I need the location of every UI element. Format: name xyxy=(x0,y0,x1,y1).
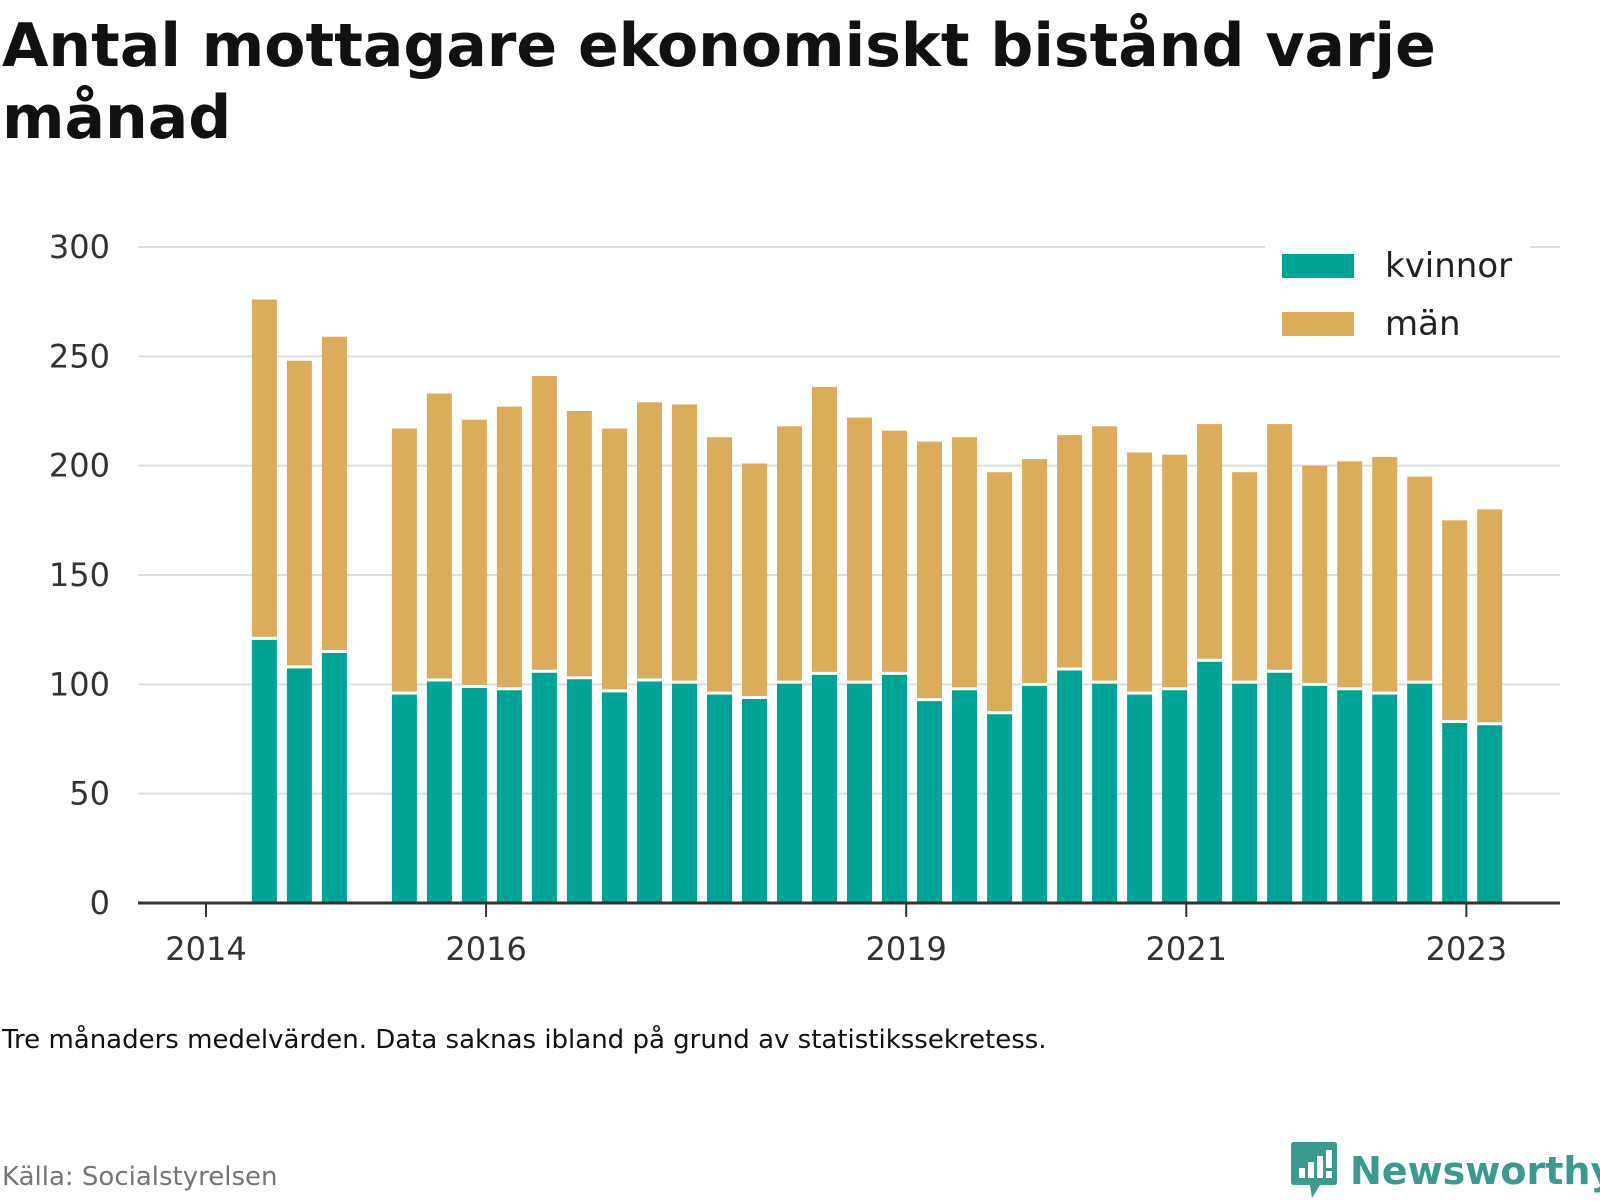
bar-man xyxy=(812,386,837,674)
brand-logo: Newsworthy xyxy=(1290,1140,1600,1202)
x-tick-label: 2023 xyxy=(1426,930,1507,968)
bar-kvinnor xyxy=(1407,682,1433,903)
bar-man xyxy=(391,428,417,694)
bar-kvinnor xyxy=(987,712,1013,903)
bar-man xyxy=(1477,509,1503,724)
bar-man xyxy=(1022,459,1048,685)
bar-kvinnor xyxy=(847,682,872,903)
bar-man xyxy=(1092,426,1118,683)
legend: kvinnor män xyxy=(1265,240,1530,355)
bar-kvinnor xyxy=(1477,723,1503,903)
newsworthy-icon xyxy=(1291,1142,1337,1198)
bar-kvinnor xyxy=(812,673,837,903)
brand-name: Newsworthy xyxy=(1350,1149,1600,1193)
bar-kvinnor xyxy=(1337,688,1363,903)
bar-kvinnor xyxy=(1267,671,1293,903)
bar-kvinnor xyxy=(1197,660,1223,903)
bar-kvinnor xyxy=(496,688,522,903)
bar-man xyxy=(882,430,907,674)
bar-man xyxy=(1302,465,1328,685)
bar-man xyxy=(1442,520,1468,722)
y-tick-label: 150 xyxy=(49,556,110,594)
bar-man xyxy=(637,402,662,680)
bar-kvinnor xyxy=(391,693,417,903)
axes: 0 50 100 150 200 250 300 2014 2016 2019 2021 2023 xyxy=(49,228,1560,968)
y-tick-label: 200 xyxy=(49,447,110,485)
bar-man xyxy=(1057,435,1083,670)
x-tick-label: 2016 xyxy=(445,930,526,968)
bar-man xyxy=(1232,472,1258,683)
bar-kvinnor xyxy=(742,697,767,903)
bar-man xyxy=(952,437,977,689)
bar-man xyxy=(1127,452,1153,693)
bar-man xyxy=(1267,424,1293,672)
bar-man xyxy=(321,336,347,652)
bar-man xyxy=(917,441,942,700)
bar-kvinnor xyxy=(672,682,697,903)
bar-man xyxy=(496,406,522,689)
bar-man xyxy=(531,376,557,672)
bar-man xyxy=(602,428,627,691)
bar-man xyxy=(707,437,732,693)
stacked-bar-chart: 0 50 100 150 200 250 300 2014 2016 2019 2021 2023 k… xyxy=(49,228,1560,968)
bar-kvinnor xyxy=(1162,688,1188,903)
bar-kvinnor xyxy=(426,680,452,903)
bar-kvinnor xyxy=(531,671,557,903)
y-tick-label: 0 xyxy=(90,884,110,922)
bar-kvinnor xyxy=(917,699,942,903)
bar-man xyxy=(566,411,592,678)
bar-man xyxy=(1337,461,1363,689)
bar-kvinnor xyxy=(1022,684,1048,903)
bar-kvinnor xyxy=(1127,693,1153,903)
chart-title: Antal mottagare ekonomiskt bistånd varje… xyxy=(2,11,1436,153)
x-tick-label: 2014 xyxy=(165,930,246,968)
bar-kvinnor xyxy=(251,638,277,903)
bar-man xyxy=(1197,424,1223,661)
footnote: Tre månaders medelvärden. Data saknas ib… xyxy=(2,1025,1047,1055)
bar-man xyxy=(251,299,277,639)
bar-kvinnor xyxy=(777,682,802,903)
bar-kvinnor xyxy=(1057,669,1083,903)
bar-kvinnor xyxy=(882,673,907,903)
legend-swatch-man xyxy=(1282,312,1354,336)
bar-man xyxy=(286,360,312,667)
bar-kvinnor xyxy=(1232,682,1258,903)
y-tick-label: 300 xyxy=(49,228,110,266)
bar-man xyxy=(987,472,1013,713)
bar-kvinnor xyxy=(707,693,732,903)
bar-kvinnor xyxy=(286,666,312,903)
bar-kvinnor xyxy=(1302,684,1328,903)
bar-man xyxy=(847,417,872,683)
bar-kvinnor xyxy=(566,677,592,903)
bar-man xyxy=(461,419,487,687)
bar-kvinnor xyxy=(1372,693,1398,903)
bar-kvinnor xyxy=(1092,682,1118,903)
bar-man xyxy=(777,426,802,683)
y-tick-label: 50 xyxy=(69,775,110,813)
bar-man xyxy=(426,393,452,680)
x-tick-label: 2021 xyxy=(1146,930,1227,968)
bar-kvinnor xyxy=(321,651,347,903)
bar-kvinnor xyxy=(952,688,977,903)
source-label: Källa: Socialstyrelsen xyxy=(2,1162,278,1192)
bar-man xyxy=(1407,476,1433,683)
bar-kvinnor xyxy=(602,690,627,903)
legend-swatch-kvinnor xyxy=(1282,254,1354,278)
y-tick-label: 250 xyxy=(49,337,110,375)
x-tick-label: 2019 xyxy=(865,930,946,968)
bar-kvinnor xyxy=(637,680,662,903)
bar-man xyxy=(672,404,697,683)
bars xyxy=(251,299,1503,903)
bar-kvinnor xyxy=(1442,721,1468,903)
legend-label-kvinnor: kvinnor xyxy=(1385,246,1512,286)
bar-man xyxy=(1162,454,1188,689)
bar-kvinnor xyxy=(461,686,487,903)
legend-label-man: män xyxy=(1385,304,1461,344)
y-tick-label: 100 xyxy=(49,665,110,703)
bar-man xyxy=(1372,456,1398,694)
bar-man xyxy=(742,463,767,698)
